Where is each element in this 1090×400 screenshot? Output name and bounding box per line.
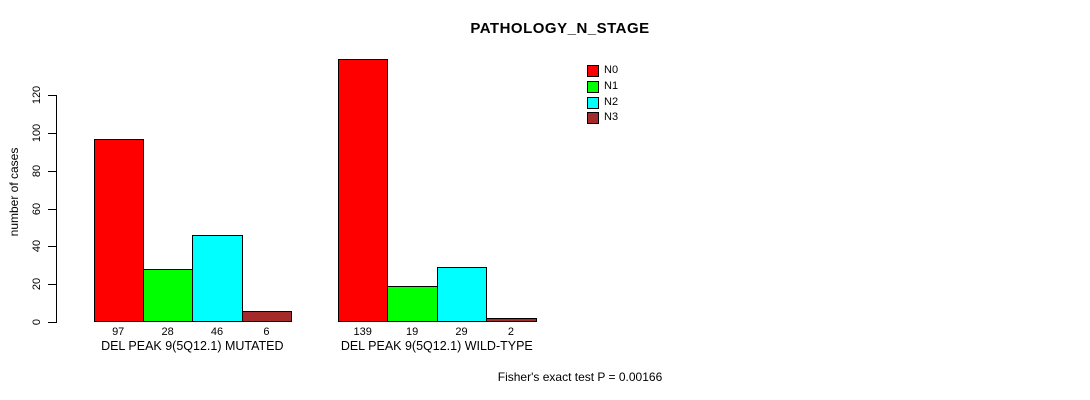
- bar-value-label: 19: [405, 326, 419, 338]
- y-axis-tick: [48, 95, 56, 96]
- y-axis-tick-label: 120: [31, 85, 43, 105]
- bar-n2-group1: [192, 235, 243, 322]
- y-axis-tick-label: 60: [31, 202, 43, 215]
- bar-value-label: 139: [353, 326, 372, 338]
- legend-label-n2: N2: [604, 95, 619, 108]
- legend-label-n1: N1: [604, 79, 619, 92]
- y-axis-label: number of cases: [7, 147, 21, 237]
- y-axis-tick-label: 80: [31, 164, 43, 177]
- bar-value-label: 28: [161, 326, 174, 338]
- y-axis-tick: [48, 208, 56, 210]
- y-axis-tick-label: 40: [31, 240, 43, 253]
- legend-label-n3: N3: [604, 111, 619, 124]
- bar-value-label: 2: [507, 326, 514, 338]
- bar-n1-group1: [142, 269, 194, 322]
- legend-swatch-n1: [587, 80, 599, 93]
- y-axis-tick: [48, 132, 56, 134]
- y-axis-tick-label: 20: [31, 278, 43, 291]
- x-category-label: DEL PEAK 9(5Q12.1) MUTATED: [101, 339, 284, 353]
- y-axis-line: [56, 95, 57, 323]
- bar-n2-group2: [436, 267, 488, 322]
- bar-value-label: 29: [455, 326, 468, 338]
- y-axis-tick: [48, 246, 56, 248]
- y-axis-tick-label: 100: [31, 123, 43, 143]
- fisher-test-note: Fisher's exact test P = 0.00166: [497, 370, 663, 384]
- y-axis-tick-label: 0: [31, 318, 43, 326]
- x-category-label: DEL PEAK 9(5Q12.1) WILD-TYPE: [340, 339, 533, 353]
- y-axis-tick: [48, 322, 56, 323]
- bar-n3-group1: [241, 311, 293, 322]
- legend-label-n0: N0: [604, 64, 619, 76]
- y-axis-tick: [48, 170, 56, 172]
- legend-swatch-n0: [587, 65, 599, 77]
- bar-n0-group2: [338, 59, 389, 322]
- bar-value-label: 46: [210, 326, 224, 338]
- bar-value-label: 97: [112, 326, 125, 338]
- bar-value-label: 6: [263, 326, 270, 338]
- bar-n0-group1: [93, 139, 144, 322]
- legend-swatch-n2: [587, 96, 599, 109]
- legend-swatch-n3: [587, 112, 599, 125]
- y-axis-tick: [48, 284, 56, 286]
- chart-title: PATHOLOGY_N_STAGE: [470, 20, 650, 37]
- bar-n3-group2: [486, 318, 537, 322]
- bar-n1-group2: [387, 286, 438, 322]
